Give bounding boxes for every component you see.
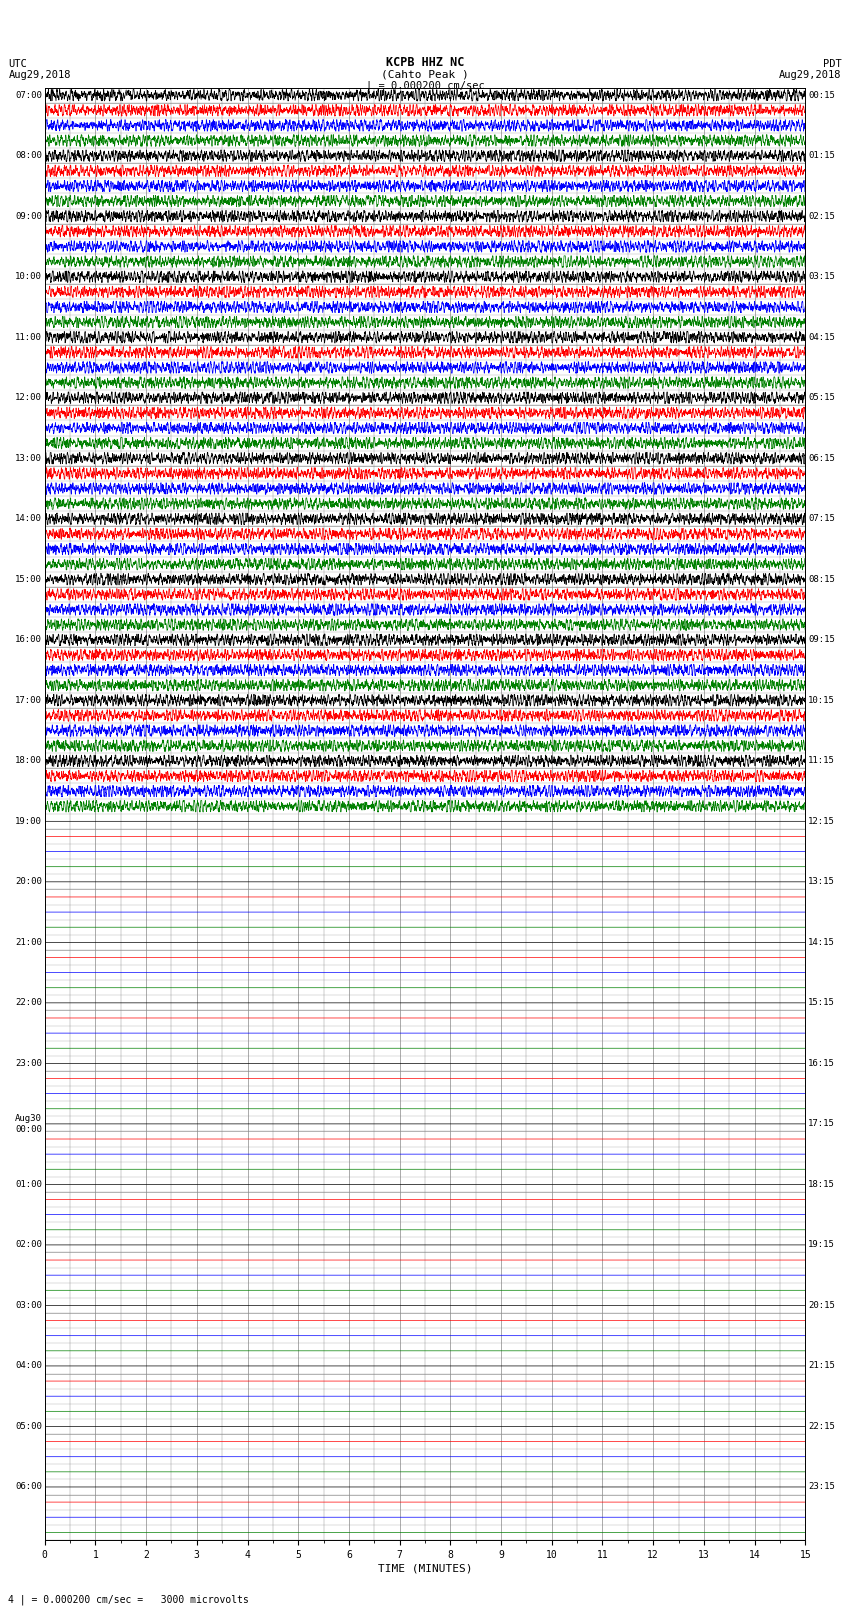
- Text: | = 0.000200 cm/sec: | = 0.000200 cm/sec: [366, 81, 484, 90]
- Text: 4 | = 0.000200 cm/sec =   3000 microvolts: 4 | = 0.000200 cm/sec = 3000 microvolts: [8, 1594, 249, 1605]
- Text: Aug29,2018: Aug29,2018: [8, 69, 71, 79]
- Text: UTC: UTC: [8, 58, 27, 69]
- Text: (Cahto Peak ): (Cahto Peak ): [381, 69, 469, 79]
- X-axis label: TIME (MINUTES): TIME (MINUTES): [377, 1565, 473, 1574]
- Text: Aug29,2018: Aug29,2018: [779, 69, 842, 79]
- Text: PDT: PDT: [823, 58, 842, 69]
- Text: KCPB HHZ NC: KCPB HHZ NC: [386, 55, 464, 69]
